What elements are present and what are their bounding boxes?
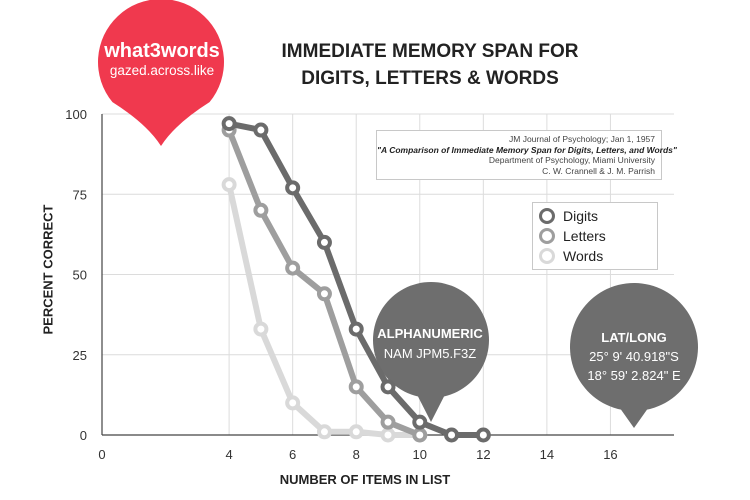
source-citation: JM Journal of Psychology; Jan 1, 1957 "A… <box>376 130 677 180</box>
data-point-digits <box>444 427 460 443</box>
data-point-words <box>348 424 364 440</box>
legend-item-digits: Digits <box>539 206 598 226</box>
data-series <box>221 116 491 443</box>
tick-labels: 0 25 50 75 100 0 4 6 8 10 12 14 16 <box>65 107 617 462</box>
data-point-digits <box>412 414 428 430</box>
callout-bubbles <box>372 281 698 428</box>
data-point-letters <box>285 260 301 276</box>
data-point-words <box>285 395 301 411</box>
source-department: Department of Psychology, Miami Universi… <box>488 155 655 165</box>
data-point-digits <box>253 122 269 138</box>
source-journal: JM Journal of Psychology; Jan 1, 1957 <box>509 134 655 144</box>
x-tick-label: 8 <box>353 447 360 462</box>
chart-legend: Digits Letters Words <box>532 202 658 270</box>
x-tick-label: 10 <box>413 447 427 462</box>
legend-marker-digits <box>539 208 555 224</box>
alphanumeric-bubble-title: ALPHANUMERIC <box>377 326 483 341</box>
data-point-digits <box>348 321 364 337</box>
y-tick-label: 0 <box>80 428 87 443</box>
x-tick-label: 0 <box>98 447 105 462</box>
legend-item-letters: Letters <box>539 226 606 246</box>
x-tick-label: 12 <box>476 447 490 462</box>
latlong-bubble <box>570 283 698 428</box>
alphanumeric-bubble <box>372 281 489 422</box>
source-authors: C. W. Crannell & J. M. Parrish <box>542 165 655 176</box>
legend-marker-letters <box>539 228 555 244</box>
y-axis-label: PERCENT CORRECT <box>40 204 56 335</box>
data-point-words <box>316 424 332 440</box>
legend-label-words: Words <box>563 248 604 264</box>
data-point-words <box>380 427 396 443</box>
legend-label-digits: Digits <box>563 208 599 224</box>
map-pin-icon <box>98 0 224 146</box>
x-tick-label: 4 <box>225 447 232 462</box>
latlong-bubble-line2: 18° 59' 2.824" E <box>587 368 681 383</box>
data-point-letters <box>380 414 396 430</box>
y-tick-label: 25 <box>73 348 87 363</box>
data-point-letters <box>348 379 364 395</box>
data-point-letters <box>316 286 332 302</box>
data-point-words <box>221 177 237 193</box>
x-tick-label: 6 <box>289 447 296 462</box>
x-tick-label: 14 <box>540 447 554 462</box>
source-article-title: "A Comparison of Immediate Memory Span f… <box>377 144 677 155</box>
latlong-bubble-line1: 25° 9' 40.918"S <box>589 349 679 364</box>
latlong-bubble-title: LAT/LONG <box>601 330 667 345</box>
data-point-words <box>253 321 269 337</box>
legend-marker-words <box>539 248 555 264</box>
data-point-letters <box>253 202 269 218</box>
data-point-digits <box>316 234 332 250</box>
chart-title-line1: IMMEDIATE MEMORY SPAN FOR <box>281 41 579 62</box>
y-tick-label: 75 <box>73 187 87 202</box>
data-point-letters <box>412 427 428 443</box>
y-tick-label: 100 <box>65 107 87 122</box>
what3words-pin <box>98 0 224 146</box>
data-point-digits <box>221 116 237 132</box>
data-point-digits <box>475 427 491 443</box>
y-tick-label: 50 <box>73 268 87 283</box>
data-point-digits <box>285 180 301 196</box>
legend-label-letters: Letters <box>563 228 606 244</box>
chart-title-line2: DIGITS, LETTERS & WORDS <box>301 68 559 89</box>
data-point-digits <box>380 379 396 395</box>
pin-brand-label: what3words <box>104 40 220 62</box>
x-tick-label: 16 <box>603 447 617 462</box>
alphanumeric-bubble-value: NAM JPM5.F3Z <box>383 346 477 361</box>
x-axis-label: NUMBER OF ITEMS IN LIST <box>279 472 451 487</box>
legend-item-words: Words <box>539 246 603 266</box>
pin-address-label: gazed.across.like <box>109 63 215 78</box>
